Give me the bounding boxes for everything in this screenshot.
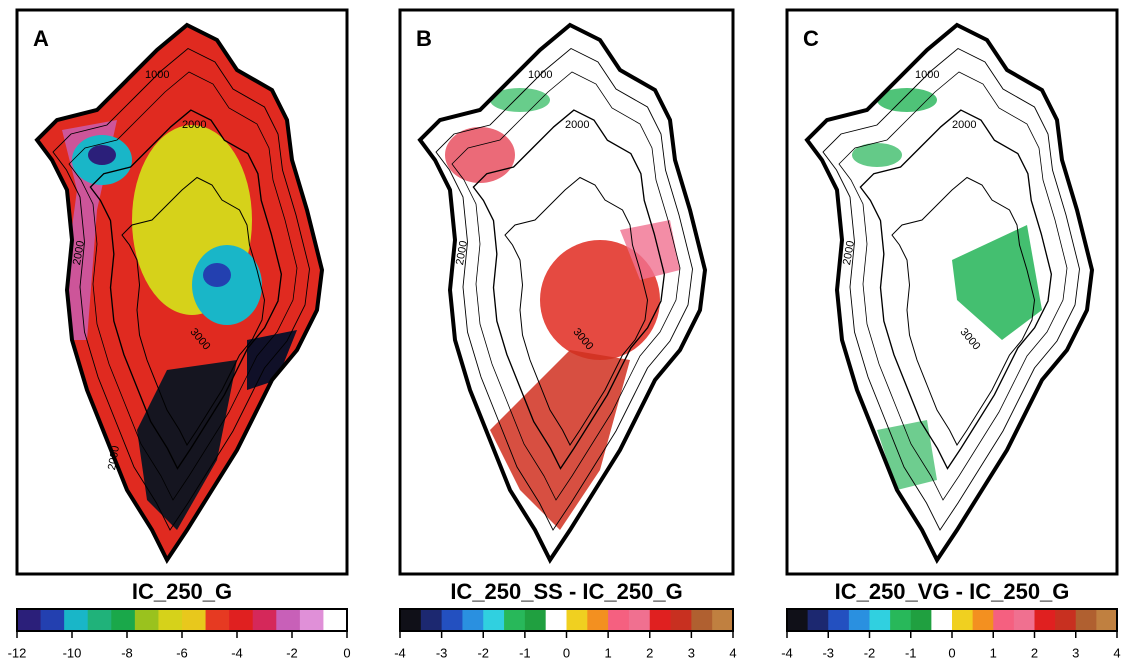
colorbar-segment [545,609,567,631]
contour-label: 1000 [528,69,552,81]
panel: C 1000 2000 2000 3000 [785,8,1119,576]
colorbar-segment [504,609,526,631]
colorbar-segment [890,609,912,631]
colorbar-segment [1075,609,1097,631]
panel-title: IC_250_SS - IC_250_G [450,579,682,604]
colorbar-tick-label: -2 [286,645,298,660]
colorbar-tick-label: -2 [477,645,489,660]
colorbar-tick-label: -3 [436,645,448,660]
panel-frame [785,8,1119,576]
colorbar-segment [420,609,443,631]
colorbar-segment [712,609,734,631]
panel-title: IC_250_G [132,579,232,604]
colorbar-tick-label: -10 [63,645,82,660]
panel-letter: B [416,26,432,51]
colorbar-tick-label: 0 [563,645,570,660]
colorbar-tick-label: 4 [1113,645,1120,660]
colorbar-segment [158,609,183,631]
colorbar-tick-label: -2 [864,645,876,660]
colorbar-segment [931,609,953,631]
colorbar-segment [952,609,974,631]
contour-label: 2000 [565,119,589,131]
colorbar-segment [87,609,112,631]
colorbar-tick-label: 2 [1031,645,1038,660]
colorbar-segment [1034,609,1056,631]
colorbar-tick-label: -4 [231,645,243,660]
contour-label: 2000 [71,240,87,266]
colorbar-tick-label: 0 [948,645,955,660]
contour-label: 2000 [454,240,470,266]
colorbar-segment [869,609,891,631]
colorbar-tick-label: 3 [1072,645,1079,660]
colorbar-segment [1096,609,1118,631]
colorbar-segment [910,609,932,631]
colorbar-segment [40,609,65,631]
colorbar-tick-label: 2 [646,645,653,660]
colorbar-segment [566,609,588,631]
colorbar-segment [587,609,609,631]
colorbar-segment [848,609,870,631]
colorbar-tick-label: -12 [8,645,27,660]
colorbar-segment [400,609,422,631]
colorbar-segment [441,609,463,631]
contour-label: 1000 [145,69,169,81]
colorbar-segment [608,609,630,631]
colorbar-segment [252,609,277,631]
colorbar-segment [111,609,136,631]
colorbar-tick-label: -1 [905,645,917,660]
colorbar-tick-label: 1 [990,645,997,660]
map-fill [445,88,680,530]
colorbar-segment [972,609,994,631]
contour-label: 2000 [182,119,206,131]
colorbar-segment [483,609,505,631]
panel: B 1000 2000 2000 3000 [398,8,735,576]
panel: A 1000 2000 2000 3000 2000 [15,8,349,576]
colorbar-segment [691,609,713,631]
colorbar-tick-label: -3 [822,645,834,660]
colorbar-tick-label: -8 [121,645,133,660]
colorbar-tick-label: -4 [781,645,793,660]
colorbar-segment [993,609,1015,631]
colorbar-segment [649,609,672,631]
colorbar-segment [787,609,809,631]
colorbar-tick-label: 1 [605,645,612,660]
panel-letter: C [803,26,819,51]
colorbar-segment [1013,609,1035,631]
colorbar-segment [462,609,484,631]
colorbar-segment [299,609,324,631]
colorbar-segment [1055,609,1077,631]
contour-label: 1000 [915,69,939,81]
colorbar-segment [323,609,348,631]
colorbar-segment [524,609,547,631]
colorbar-segment [807,609,829,631]
colorbar-tick-label: 4 [729,645,736,660]
contour-label: 2000 [106,445,122,471]
panel-title: IC_250_VG - IC_250_G [835,579,1070,604]
colorbar-tick-label: -1 [519,645,531,660]
colorbar-segment [229,609,254,631]
colorbar-tick-label: 0 [343,645,350,660]
colorbar-segment [134,609,159,631]
panel-letter: A [33,26,49,51]
colorbar-tick-label: 3 [688,645,695,660]
colorbar-segment [182,609,207,631]
colorbar-segment [17,609,42,631]
map-fill [852,88,1042,490]
colorbar-segment [205,609,230,631]
contour-label: 2000 [841,240,857,266]
colorbar-tick-label: -6 [176,645,188,660]
colorbar-segment [828,609,850,631]
colorbar-tick-label: -4 [394,645,406,660]
colorbar-segment [628,609,651,631]
colorbar-segment [64,609,89,631]
colorbar-segment [276,609,301,631]
colorbar-segment [670,609,692,631]
contour-label: 2000 [952,119,976,131]
